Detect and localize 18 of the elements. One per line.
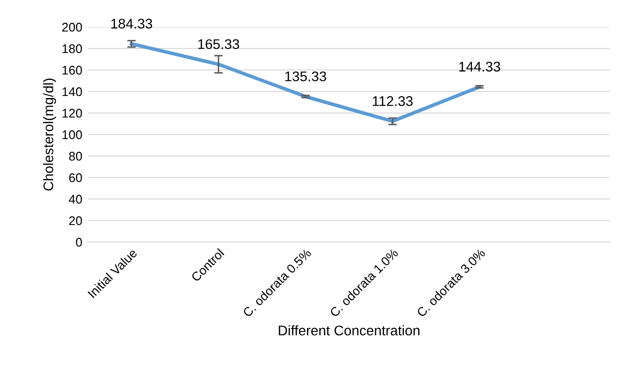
y-tick-label: 180: [62, 44, 82, 54]
data-label: 135.33: [285, 71, 326, 82]
y-tick-label: 100: [62, 130, 82, 140]
data-label: 184.33: [111, 18, 152, 29]
y-tick-label: 120: [62, 108, 82, 118]
y-tick-label: 160: [62, 66, 82, 75]
y-tick-label: 20: [69, 216, 82, 226]
y-axis-title: Cholesterol(mg/dl): [43, 78, 56, 191]
data-label: 112.33: [372, 96, 413, 106]
x-axis-title: Different Concentration: [278, 325, 420, 336]
y-tick-label: 80: [69, 152, 82, 161]
y-tick-label: 140: [62, 87, 82, 96]
y-tick-label: 0: [76, 238, 82, 247]
data-label: 165.33: [198, 39, 240, 50]
y-tick-label: 60: [69, 173, 82, 182]
y-tick-label: 40: [68, 194, 82, 204]
data-label: 144.33: [459, 62, 500, 72]
y-tick-label: 200: [62, 22, 82, 32]
